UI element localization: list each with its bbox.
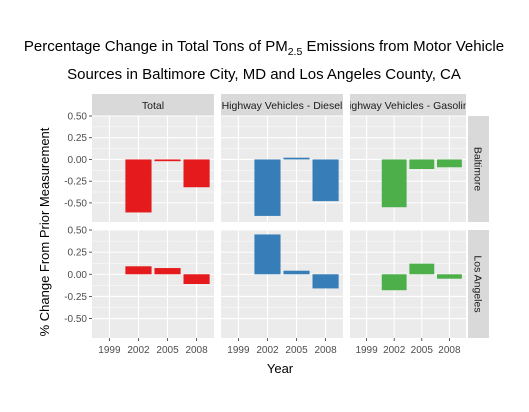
y-tick-label: -0.25 (64, 177, 87, 188)
x-tick-label: 1999 (98, 345, 121, 356)
strip-highway-vehicles-diesel (221, 94, 343, 116)
bar-baltimore-highway-vehicles-diesel-2005 (283, 157, 310, 160)
x-tick-label: 1999 (355, 345, 378, 356)
bar-los-angeles-highway-vehicles-gasoline-2008 (437, 274, 462, 279)
y-tick-label: -0.50 (64, 198, 87, 209)
panel-los-angeles-highway-vehicles-diesel (221, 229, 343, 338)
strip-label-highway-vehicles-diesel: Highway Vehicles - Diesel (222, 100, 343, 112)
y-tick-label: 0.50 (68, 226, 88, 237)
y-tick-label: 0.50 (68, 112, 88, 123)
panel-background (350, 116, 466, 222)
bar-baltimore-highway-vehicles-gasoline-2008 (437, 159, 462, 168)
bar-los-angeles-total-2005 (154, 268, 181, 275)
strip-highway-vehicles-gasoline (350, 94, 466, 116)
chart-title-line-2: Sources in Baltimore City, MD and Los An… (67, 66, 461, 83)
panel-los-angeles-highway-vehicles-gasoline (350, 229, 466, 338)
strip-total (92, 94, 214, 116)
panel-baltimore-highway-vehicles-diesel (221, 115, 343, 222)
bar-los-angeles-highway-vehicles-diesel-2005 (283, 270, 310, 275)
bar-baltimore-highway-vehicles-diesel-2008 (312, 159, 339, 202)
bar-baltimore-total-2008 (183, 159, 210, 188)
y-tick-label: -0.25 (64, 292, 87, 303)
x-tick-label: 2002 (256, 345, 279, 356)
x-tick-label: 2005 (285, 345, 308, 356)
x-tick-label: 2005 (411, 345, 434, 356)
bar-los-angeles-highway-vehicles-gasoline-2005 (409, 263, 435, 275)
y-axis-title: % Change From Prior Measurement (37, 127, 52, 336)
row-strip-label-baltimore: Baltimore (472, 147, 484, 192)
bar-los-angeles-total-2002 (125, 266, 152, 275)
bar-baltimore-total-2002 (125, 159, 152, 213)
x-tick-label: 2002 (127, 345, 150, 356)
strip-label-highway-vehicles-gasoline: Highway Vehicles - Gasoline (341, 100, 474, 112)
y-tick-label: 0.25 (68, 133, 88, 144)
bar-los-angeles-highway-vehicles-diesel-2002 (254, 234, 281, 275)
x-tick-label: 2002 (383, 345, 406, 356)
bar-baltimore-highway-vehicles-gasoline-2005 (409, 159, 435, 169)
x-tick-label: 2008 (185, 345, 208, 356)
x-tick-label: 2005 (156, 345, 179, 356)
bar-baltimore-highway-vehicles-diesel-2002 (254, 159, 281, 216)
plot-area: Total Highway Vehicles - Diesel Highway Ve… (64, 94, 489, 356)
bar-los-angeles-highway-vehicles-diesel-2008 (312, 274, 339, 289)
row-strip-los-angeles (468, 230, 489, 338)
y-tick-label: 0.00 (68, 155, 88, 166)
row-strip-label-los-angeles: Los Angeles (472, 255, 484, 312)
row-strip-baltimore (468, 116, 489, 222)
y-tick-label: 0.25 (68, 248, 88, 259)
x-tick-label: 1999 (227, 345, 250, 356)
x-tick-label: 2008 (438, 345, 461, 356)
strip-label-total: Total (142, 100, 164, 112)
bar-los-angeles-total-2008 (183, 274, 210, 284)
panel-background (350, 230, 466, 338)
panel-baltimore-highway-vehicles-gasoline (350, 115, 466, 222)
bar-baltimore-highway-vehicles-gasoline-2002 (381, 159, 407, 208)
panel-baltimore-total (92, 115, 214, 222)
panel-los-angeles-total (92, 229, 214, 338)
bar-los-angeles-highway-vehicles-gasoline-2002 (381, 274, 407, 291)
x-axis-title: Year (267, 361, 294, 376)
bar-baltimore-total-2005 (154, 159, 181, 162)
x-tick-label: 2008 (314, 345, 337, 356)
y-tick-label: -0.50 (64, 314, 87, 325)
chart-title-line-1: Percentage Change in Total Tons of PM2.5… (24, 38, 504, 58)
y-tick-label: 0.00 (68, 270, 88, 281)
